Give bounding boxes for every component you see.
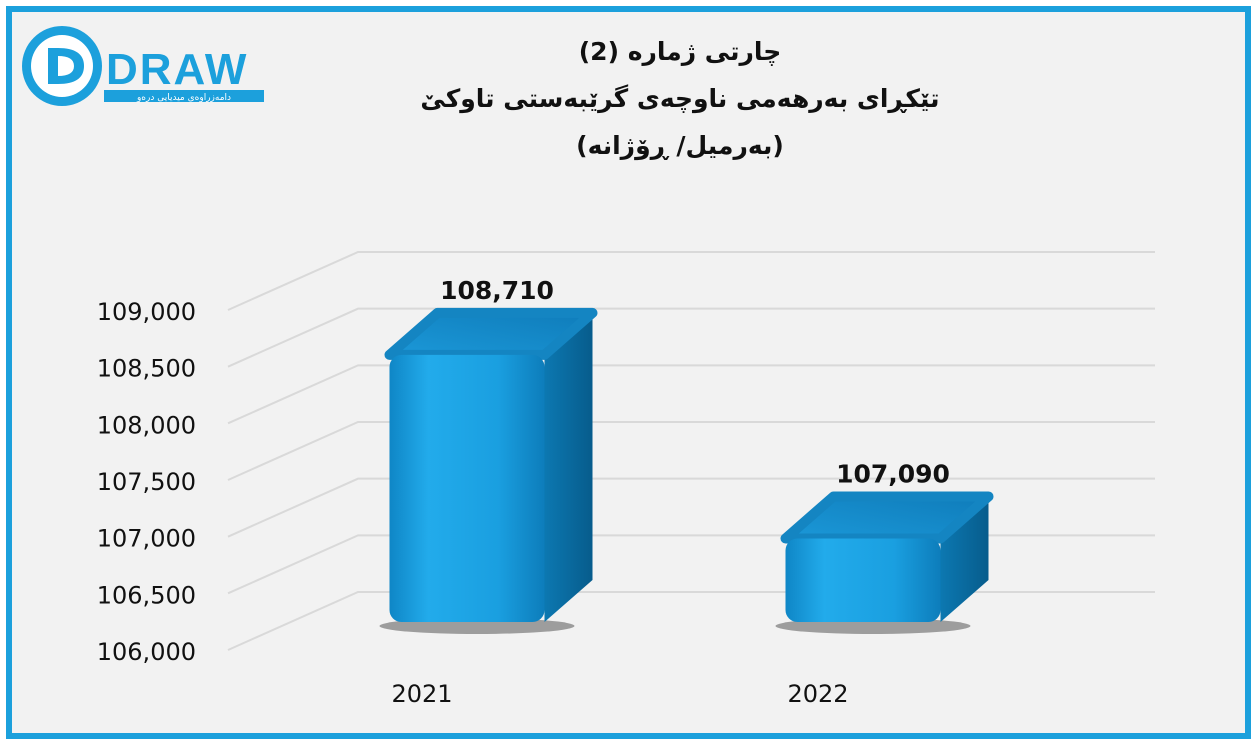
bar-side: [940, 496, 989, 622]
y-tick-label: 109,000: [97, 298, 196, 326]
bar-front: [389, 354, 545, 622]
gridline: [227, 364, 1155, 425]
title-line-1: چارتی ژمارە (2): [578, 37, 782, 66]
y-tick-label: 106,500: [97, 581, 196, 609]
bar: 107,090: [775, 459, 994, 634]
logo-inner-circle: [31, 35, 93, 97]
gridline: [227, 251, 1155, 311]
x-tick-label: 2022: [787, 680, 848, 708]
x-tick-label: 2021: [391, 680, 452, 708]
logo-subtitle: دامەزراوەی میدیایی درەو: [136, 93, 231, 103]
logo-d-stem: [48, 48, 58, 84]
chart-frame: [6, 6, 1251, 739]
y-axis-ticks: 106,000 106,500 107,000 107,500 108,000 108,5…: [97, 298, 196, 666]
gridlines: [227, 251, 1155, 651]
bars: 108,710 107,090: [379, 276, 994, 634]
logo-wordmark: DRAW: [106, 45, 248, 94]
logo-d-bowl: [58, 48, 84, 84]
gridline: [227, 591, 1155, 651]
gridline: [227, 534, 1155, 595]
chart-title: چارتی ژمارە (2) تێکڕای بەرهەمی ناوچەی گر…: [330, 28, 1030, 169]
bar-front: [785, 538, 941, 622]
gridline: [227, 307, 1155, 368]
draw-logo: DRAW دامەزراوەی میدیایی درەو: [22, 26, 264, 106]
x-axis-ticks: 2021 2022: [391, 680, 848, 708]
title-line-3: (بەرمیل/ ڕۆژانە): [576, 131, 784, 160]
logo-subtitle-bar: [104, 90, 264, 102]
y-tick-label: 107,500: [97, 468, 196, 496]
gridline: [227, 421, 1155, 481]
y-tick-label: 107,000: [97, 525, 196, 553]
title-line-2: تێکڕای بەرهەمی ناوچەی گرێبەستی تاوکێ: [420, 84, 940, 113]
gridline: [227, 477, 1155, 538]
bar-side: [544, 312, 593, 622]
y-tick-label: 108,500: [97, 355, 196, 383]
y-tick-label: 106,000: [97, 638, 196, 666]
y-tick-label: 108,000: [97, 411, 196, 439]
bar: 108,710: [379, 276, 598, 634]
data-label: 108,710: [440, 276, 554, 305]
data-label: 107,090: [836, 459, 950, 488]
